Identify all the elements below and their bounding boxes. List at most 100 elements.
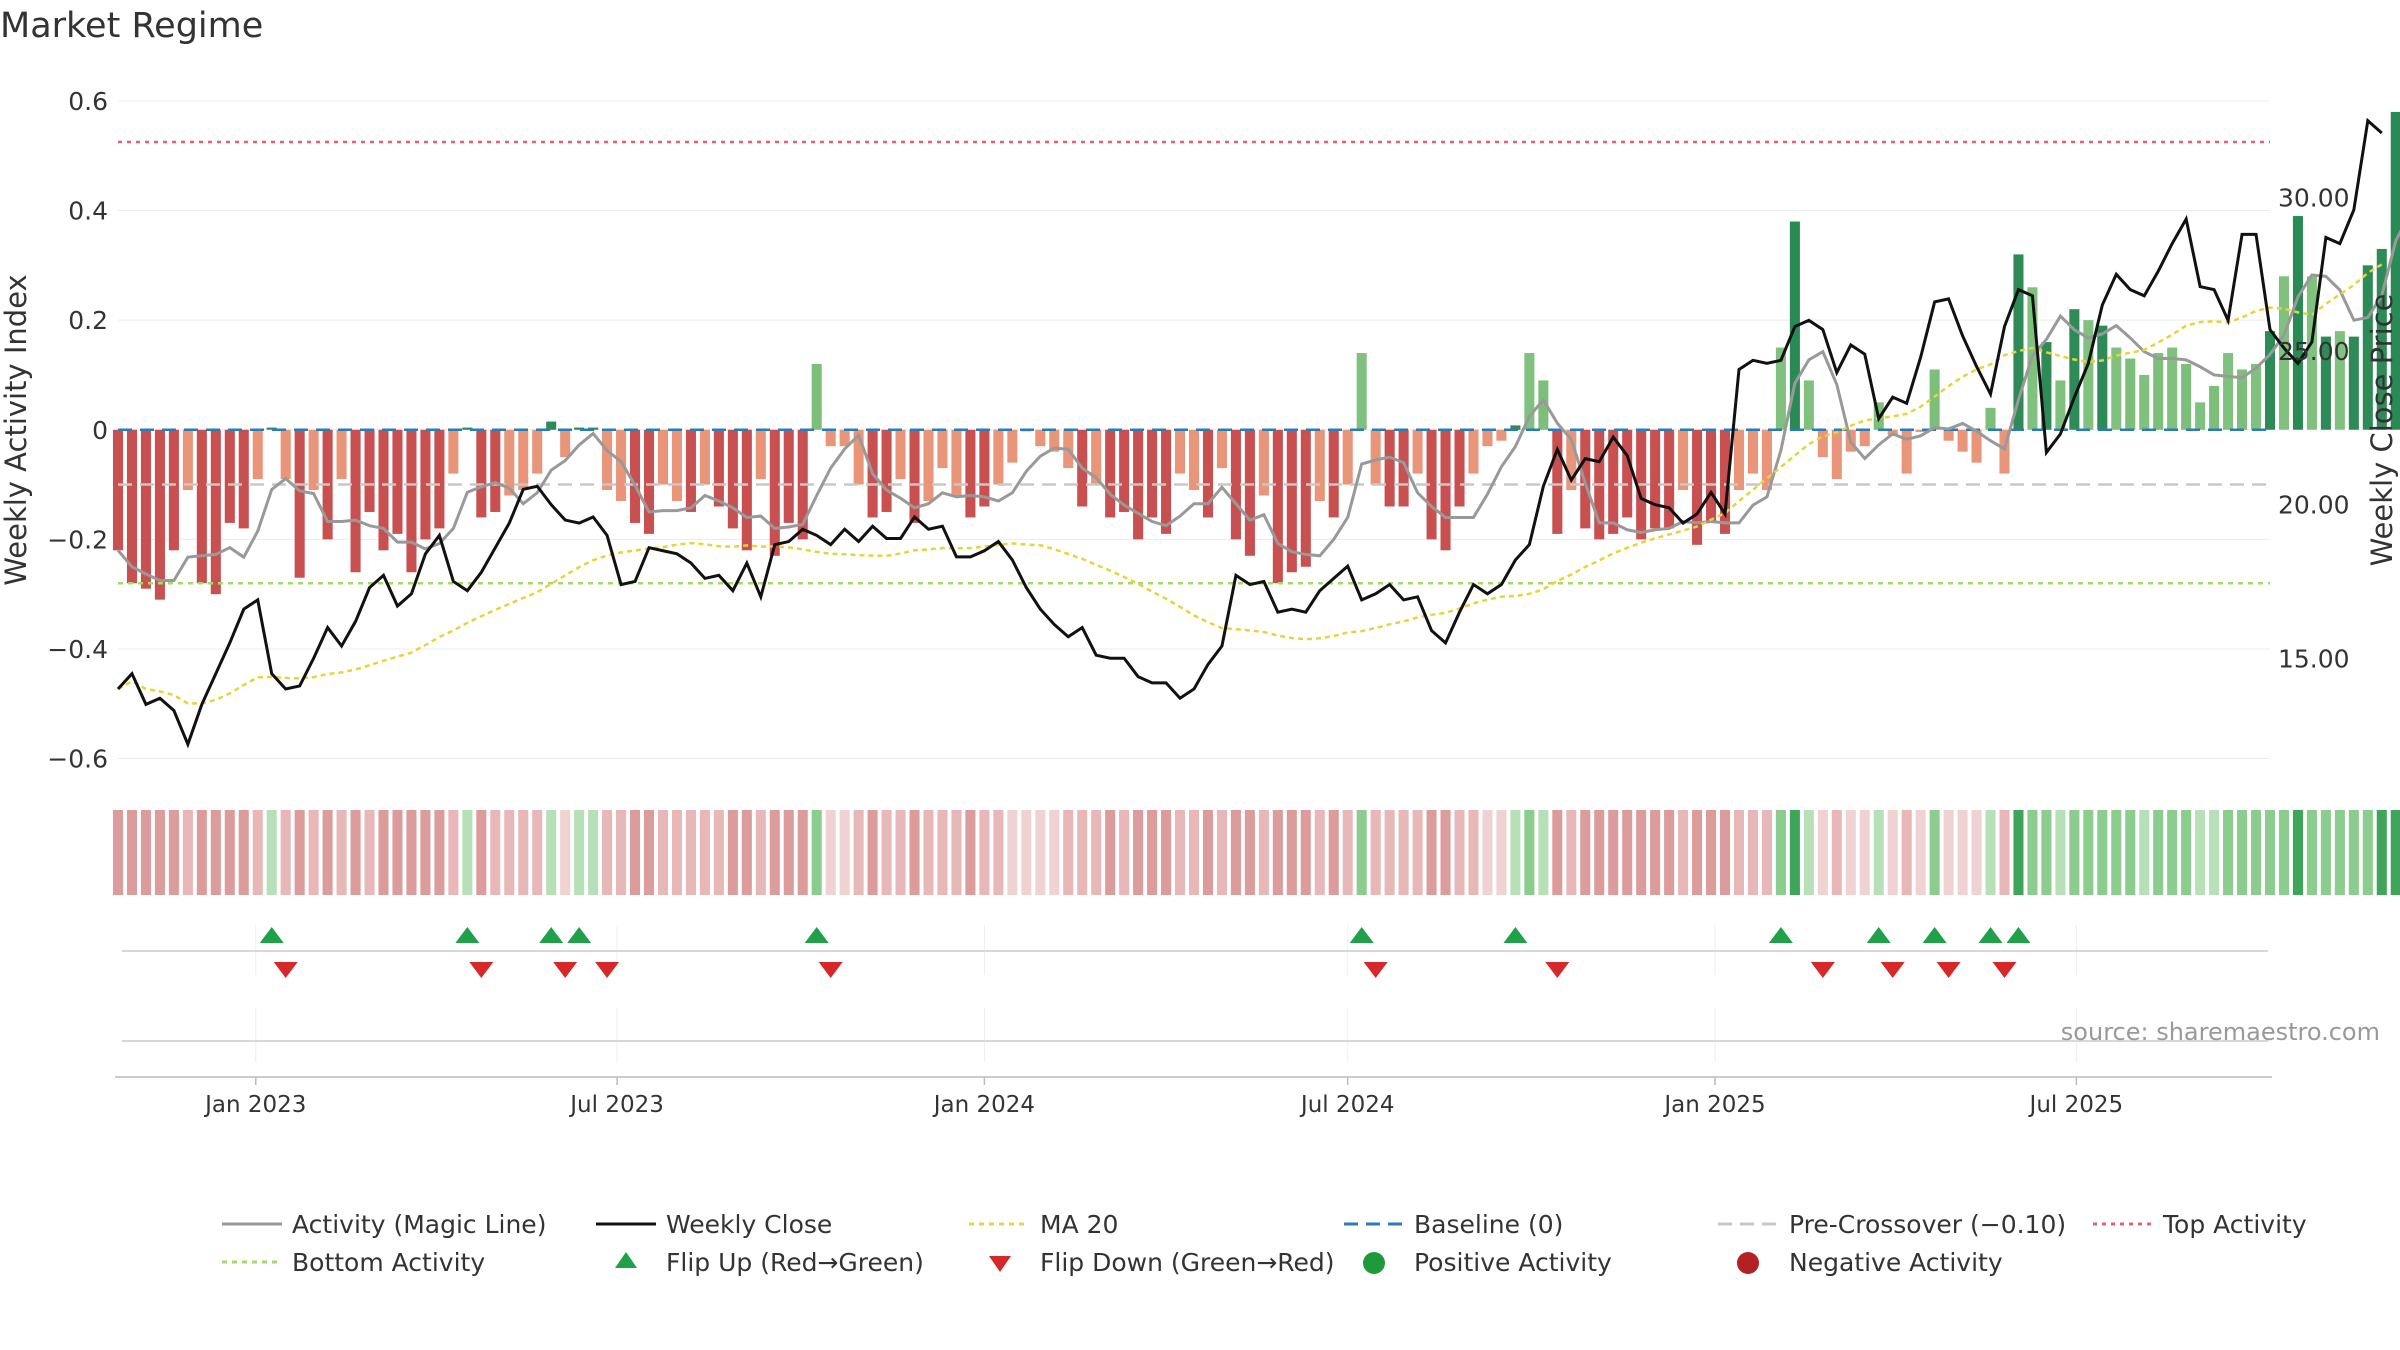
flip-down-marker xyxy=(1810,962,1835,978)
regime-cell xyxy=(224,810,235,895)
regime-cell xyxy=(2083,810,2094,895)
regime-cell xyxy=(671,810,682,895)
activity-bar xyxy=(1230,429,1241,540)
regime-cell xyxy=(574,810,585,895)
regime-cell xyxy=(1412,810,1423,895)
activity-bar xyxy=(685,429,696,512)
regime-cell xyxy=(434,810,445,895)
source-note: source: sharemaestro.com xyxy=(2061,1018,2380,1046)
regime-cell xyxy=(1272,810,1283,895)
regime-cell xyxy=(2181,810,2192,895)
regime-cell xyxy=(965,810,976,895)
flip-down-marker xyxy=(1880,962,1905,978)
legend-top-activity: Top Activity xyxy=(2093,1210,2307,1239)
y-tick-label: 0.2 xyxy=(68,306,108,335)
activity-bar xyxy=(811,364,822,430)
regime-cell xyxy=(2209,810,2220,895)
legend-weekly-close: Weekly Close xyxy=(596,1210,832,1239)
activity-bar xyxy=(755,429,766,480)
activity-bar xyxy=(2390,111,2400,430)
axes: 0.6 0.4 0.2 0 −0.2 −0.4 −0.6 30.00 25.00 20.00 15.… xyxy=(47,87,2349,774)
regime-cell xyxy=(2292,810,2303,895)
activity-bar xyxy=(504,429,515,496)
activity-bar xyxy=(1412,429,1423,474)
activity-bar xyxy=(1147,429,1158,518)
regime-cell xyxy=(1091,810,1102,895)
regime-cell xyxy=(350,810,361,895)
svg-text:Activity (Magic Line): Activity (Magic Line) xyxy=(292,1210,546,1239)
regime-cell xyxy=(1286,810,1297,895)
regime-cell xyxy=(322,810,333,895)
svg-text:Pre-Crossover (−0.10): Pre-Crossover (−0.10) xyxy=(1789,1210,2066,1239)
weekly-close-line xyxy=(116,117,2383,749)
regime-cell xyxy=(2153,810,2164,895)
regime-cell xyxy=(1356,810,1367,895)
activity-bar xyxy=(1706,429,1717,523)
activity-bar xyxy=(238,429,249,529)
y-tick-label: 0.4 xyxy=(68,197,108,226)
regime-cell xyxy=(1929,810,1940,895)
regime-cell xyxy=(2390,810,2400,895)
activity-bar xyxy=(671,429,682,501)
activity-bar xyxy=(1272,429,1283,584)
regime-cell xyxy=(252,810,263,895)
regime-cell xyxy=(755,810,766,895)
regime-cell xyxy=(1901,810,1912,895)
activity-bar xyxy=(406,429,417,573)
activity-bar xyxy=(378,429,389,551)
regime-cell xyxy=(1147,810,1158,895)
regime-cell xyxy=(1915,810,1926,895)
activity-bar xyxy=(2320,336,2331,430)
flip-down-marker xyxy=(1363,962,1388,978)
y-tick-label: 0 xyxy=(92,416,108,445)
regime-cell xyxy=(993,810,1004,895)
activity-bar xyxy=(1161,429,1172,534)
activity-bar xyxy=(1692,429,1703,545)
y-axis-label: Weekly Activity Index xyxy=(0,274,33,585)
regime-cell xyxy=(168,810,179,895)
activity-bar xyxy=(476,429,487,518)
regime-cell xyxy=(1510,810,1521,895)
regime-cell xyxy=(839,810,850,895)
legend: Activity (Magic Line) Weekly Close MA 20… xyxy=(222,1210,2307,1277)
regime-cell xyxy=(420,810,431,895)
regime-cell xyxy=(1370,810,1381,895)
regime-cell xyxy=(1049,810,1060,895)
regime-cell xyxy=(1328,810,1339,895)
activity-bar xyxy=(1761,429,1772,491)
regime-cell xyxy=(1664,810,1675,895)
y-tick-label: −0.4 xyxy=(47,635,108,664)
regime-cell xyxy=(1552,810,1563,895)
ma20-line xyxy=(117,263,2383,705)
flip-up-marker xyxy=(1503,927,1528,943)
activity-bar xyxy=(825,429,836,447)
flip-down-marker xyxy=(273,962,298,978)
regime-cell xyxy=(448,810,459,895)
regime-cell xyxy=(1943,810,1954,895)
activity-bar xyxy=(1356,353,1367,430)
regime-cell xyxy=(643,810,655,895)
regime-cell xyxy=(1174,810,1186,895)
flip-up-marker xyxy=(804,927,829,943)
activity-bar xyxy=(2041,342,2052,430)
legend-activity-magic-line: Activity (Magic Line) xyxy=(222,1210,546,1239)
activity-bar xyxy=(1049,429,1060,452)
activity-bar xyxy=(951,429,962,496)
regime-cell xyxy=(140,810,151,895)
regime-cell xyxy=(853,810,864,895)
activity-bar xyxy=(1035,429,1046,447)
activity-bar xyxy=(657,429,669,485)
regime-cell xyxy=(1468,810,1479,895)
regime-cell xyxy=(364,810,375,895)
activity-bar xyxy=(2223,353,2234,430)
activity-bar xyxy=(1622,429,1633,518)
activity-bar xyxy=(1510,425,1521,430)
y2-tick-label: 15.00 xyxy=(2278,644,2350,673)
activity-bar xyxy=(1971,429,1982,463)
activity-bar xyxy=(1342,429,1353,485)
activity-bar xyxy=(1384,429,1395,507)
regime-cell xyxy=(1007,810,1018,895)
regime-cell xyxy=(1636,810,1647,895)
regime-cell xyxy=(2013,810,2024,895)
regime-cell xyxy=(951,810,962,895)
